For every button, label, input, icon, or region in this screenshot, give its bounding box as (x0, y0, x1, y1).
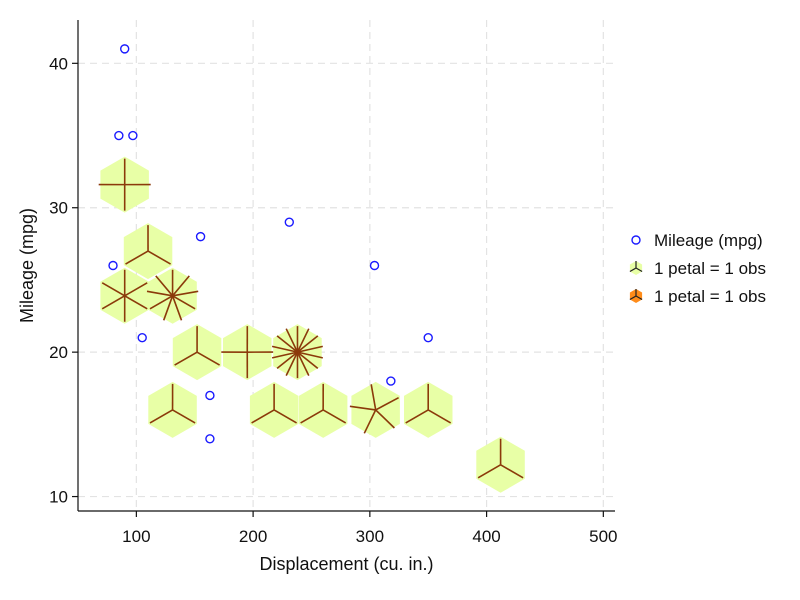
y-tick-label: 30 (49, 199, 68, 218)
sunflower (98, 156, 151, 213)
sunflower-petal (172, 295, 196, 310)
sunflower-petal (124, 295, 148, 310)
sunflower-petal (296, 328, 310, 353)
grid (78, 20, 615, 511)
sunflower-petal (375, 396, 399, 411)
sunflower-petal (500, 464, 524, 479)
sunflower (100, 267, 149, 324)
sunflower-petal (370, 384, 377, 411)
scatter-point (108, 260, 118, 271)
sunflower-petal (155, 275, 174, 297)
legend-label: 1 petal = 1 obs (654, 259, 766, 278)
sunflower-petal (276, 335, 298, 353)
sunflower-petal (629, 267, 637, 273)
sunflower-petal (285, 328, 299, 353)
scatter-point (119, 44, 130, 54)
y-tick-label: 20 (49, 343, 68, 362)
sunflower-petal (635, 267, 643, 273)
sunflower-petal (172, 290, 199, 297)
legend: Mileage (mpg) 1 petal = 1 obs 1 petal = 1 … (629, 231, 766, 306)
sunflower-layer (98, 156, 525, 493)
sunflower-petal (101, 282, 126, 297)
x-tick-label: 100 (122, 527, 150, 546)
legend-item: 1 petal = 1 obs (629, 259, 766, 278)
sunflower-petal (427, 409, 452, 424)
sunflower-petal (477, 464, 501, 479)
sunflower-petal (125, 250, 149, 265)
sunflower-petal (251, 409, 275, 424)
sunflower-petal (162, 295, 174, 321)
legend-label: 1 petal = 1 obs (654, 287, 766, 306)
sunflower-petal (101, 295, 126, 310)
sunflower-petal (171, 295, 183, 321)
sunflower (349, 381, 400, 438)
scatter-point (128, 130, 138, 141)
sunflower-petal (322, 409, 347, 424)
y-axis-title: Mileage (mpg) (17, 208, 37, 323)
x-tick-label: 300 (356, 527, 384, 546)
sunflower (271, 324, 323, 381)
scatter-layer (108, 44, 433, 444)
scatter-point (423, 333, 433, 343)
sunflower-petal (363, 409, 377, 434)
legend-circle-icon (631, 235, 641, 245)
sunflower-petal (271, 351, 298, 359)
sunflower (249, 381, 299, 438)
legend-item: 1 petal = 1 obs (629, 287, 766, 306)
sunflower-petal (629, 295, 637, 301)
sunflower (476, 436, 525, 493)
sunflower (146, 267, 199, 324)
x-axis-title: Displacement (cu. in.) (259, 554, 433, 574)
sunflower (298, 381, 348, 438)
sunflower (148, 381, 197, 438)
sunflower-petal (124, 282, 148, 297)
sunflower-petal (174, 351, 198, 366)
scatter-point (114, 130, 124, 141)
sunflower-petal (196, 351, 220, 366)
sunflower (172, 324, 222, 381)
sunflower-petal (349, 405, 376, 411)
sunflower-petal (146, 290, 173, 297)
legend-label: Mileage (mpg) (654, 231, 763, 250)
sunflower-petal (171, 275, 190, 297)
scatter-point (137, 333, 147, 343)
scatter-point (205, 434, 215, 444)
sunflower-petal (296, 351, 310, 376)
sunflower-petal (271, 345, 298, 353)
scatter-point (386, 376, 396, 386)
sunflower-petal (147, 250, 172, 265)
sunflower-petal (172, 409, 196, 424)
sunflower-petal (273, 409, 298, 424)
scatter-point (205, 390, 215, 401)
sunflower-petal (296, 351, 319, 370)
y-tick-label: 40 (49, 54, 68, 73)
scatter-point (284, 217, 294, 227)
sunflower (123, 223, 173, 280)
sunflower-petal (296, 335, 319, 353)
sunflower-petal (149, 409, 173, 424)
sunflower-petal (300, 409, 324, 424)
x-tick-label: 400 (472, 527, 500, 546)
legend-item: Mileage (mpg) (631, 231, 763, 250)
y-tick-label: 10 (49, 488, 68, 507)
sunflower-petal (149, 295, 173, 310)
scatter-point (195, 231, 206, 242)
sunflower-petal (635, 295, 643, 301)
sunflower-petal (405, 409, 429, 424)
sunflower-petal (375, 409, 395, 429)
sunflower-petal (276, 351, 298, 370)
axes: 100 200 300 400 500 10 20 30 40 (49, 20, 618, 546)
scatter-point (369, 260, 380, 271)
sunflower (221, 324, 274, 381)
x-tick-label: 500 (589, 527, 617, 546)
sunflower (404, 381, 453, 438)
sunflower-petal (297, 351, 323, 359)
sunflower-petal (285, 351, 299, 376)
x-tick-label: 200 (239, 527, 267, 546)
sunflower-petal (297, 345, 323, 353)
